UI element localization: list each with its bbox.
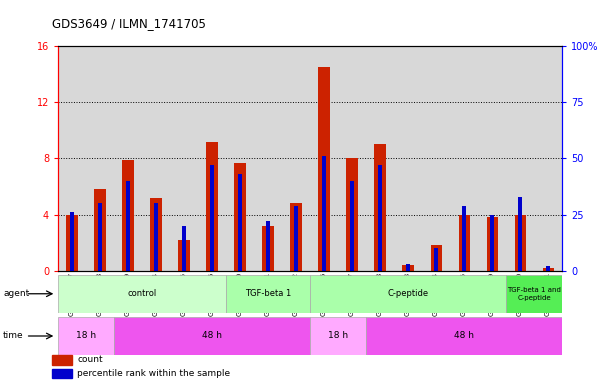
Bar <box>126 181 130 271</box>
Bar <box>235 162 246 271</box>
Bar <box>458 215 470 271</box>
Bar <box>290 204 302 271</box>
Bar <box>170 46 198 271</box>
Bar <box>122 160 134 271</box>
Bar <box>98 204 101 271</box>
Text: percentile rank within the sample: percentile rank within the sample <box>77 369 230 378</box>
Text: 48 h: 48 h <box>202 331 222 341</box>
Bar <box>450 46 478 271</box>
Bar <box>266 221 269 271</box>
Bar <box>422 46 450 271</box>
Bar <box>58 317 114 355</box>
Bar <box>210 165 214 271</box>
Bar <box>394 46 422 271</box>
Bar <box>346 159 357 271</box>
Bar <box>142 46 170 271</box>
Bar <box>295 205 298 271</box>
Bar <box>114 46 142 271</box>
Bar <box>58 275 226 313</box>
Bar <box>178 240 189 271</box>
Bar <box>238 174 242 271</box>
Bar <box>486 217 498 271</box>
Bar <box>366 46 394 271</box>
Bar <box>366 317 562 355</box>
Bar <box>434 248 437 271</box>
Bar <box>86 46 114 271</box>
Text: control: control <box>128 289 156 298</box>
Bar <box>150 198 162 271</box>
Bar <box>506 275 562 313</box>
Bar <box>338 46 366 271</box>
Bar <box>155 204 158 271</box>
Bar <box>310 46 338 271</box>
Text: time: time <box>3 331 24 341</box>
Bar <box>114 317 310 355</box>
Bar <box>58 46 86 271</box>
Bar <box>226 275 310 313</box>
Bar <box>350 181 354 271</box>
Text: TGF-beta 1: TGF-beta 1 <box>245 289 291 298</box>
Bar <box>182 226 186 271</box>
Text: 18 h: 18 h <box>76 331 96 341</box>
Text: 18 h: 18 h <box>328 331 348 341</box>
Bar <box>67 215 78 271</box>
Bar <box>310 317 366 355</box>
Bar <box>95 189 106 271</box>
Bar <box>403 265 414 271</box>
Bar <box>375 144 386 271</box>
Bar <box>514 215 525 271</box>
Bar <box>254 46 282 271</box>
Bar <box>546 266 550 271</box>
Bar <box>318 67 330 271</box>
Bar <box>491 215 494 271</box>
Bar <box>406 264 410 271</box>
Bar <box>207 142 218 271</box>
Bar <box>534 46 562 271</box>
Bar <box>70 212 74 271</box>
Bar <box>52 355 72 364</box>
Text: TGF-beta 1 and
C-peptide: TGF-beta 1 and C-peptide <box>507 287 561 301</box>
Bar <box>323 156 326 271</box>
Bar <box>463 205 466 271</box>
Text: C-peptide: C-peptide <box>387 289 429 298</box>
Text: agent: agent <box>3 289 29 298</box>
Bar <box>263 226 274 271</box>
Bar <box>52 369 72 378</box>
Text: 48 h: 48 h <box>454 331 474 341</box>
Bar <box>198 46 226 271</box>
Bar <box>478 46 506 271</box>
Bar <box>310 275 506 313</box>
Bar <box>431 245 442 271</box>
Text: GDS3649 / ILMN_1741705: GDS3649 / ILMN_1741705 <box>52 17 206 30</box>
Bar <box>282 46 310 271</box>
Bar <box>543 268 554 271</box>
Bar <box>506 46 534 271</box>
Bar <box>378 165 382 271</box>
Bar <box>226 46 254 271</box>
Bar <box>518 197 522 271</box>
Text: count: count <box>77 356 103 364</box>
